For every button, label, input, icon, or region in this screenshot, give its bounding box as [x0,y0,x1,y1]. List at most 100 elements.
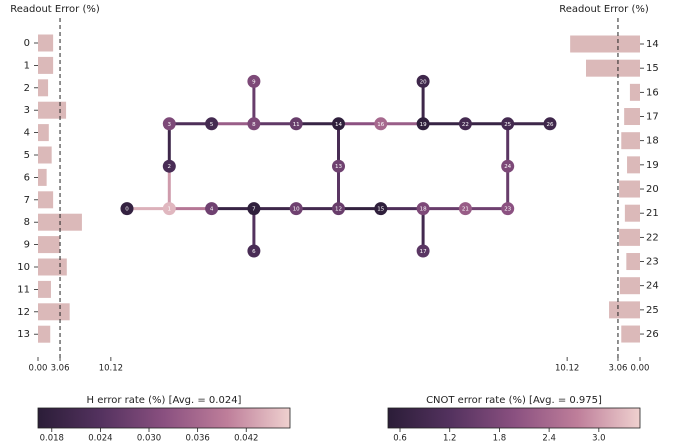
qubit-label: 4 [210,207,214,213]
bar [629,83,640,101]
bar [38,168,47,186]
qubit-label: 9 [252,79,256,85]
bar [38,124,49,142]
qubit-label: 24 [504,164,511,170]
bar [38,146,52,164]
qubit [374,202,388,216]
colorbar-tick-label: 2.4 [542,434,556,444]
qubit-label: 14 [335,122,342,128]
qubit [247,117,261,131]
qubit-label: 25 [504,122,511,128]
qubit-label: 22 [462,122,469,128]
qubit [416,202,430,216]
colorbar-tick-label: 0.036 [185,434,209,444]
qubit [416,244,430,258]
x-tick-label: 10.12 [555,364,579,374]
bar [619,180,640,198]
colorbar-tick-label: 1.2 [443,434,457,444]
category-label: 9 [24,240,30,251]
category-label: 3 [24,105,30,116]
category-label: 0 [24,38,30,49]
qubit-label: 17 [420,249,427,255]
category-label: 13 [17,329,30,340]
qubit-label: 13 [335,164,342,170]
colorbar-tick-label: 0.024 [88,434,112,444]
qubit [120,202,134,216]
colorbar-tick-label: 0.018 [40,434,64,444]
qubit [205,117,219,131]
category-label: 12 [17,307,30,318]
x-tick-label: 3.06 [608,364,627,374]
bar [38,303,70,321]
bar [586,59,640,77]
category-label: 6 [24,172,30,183]
bar [38,325,51,343]
qubit-label: 3 [168,122,172,128]
bar [619,228,640,246]
qubit [416,117,430,131]
category-label: 26 [646,329,659,340]
colorbar-tick-label: 3.0 [592,434,606,444]
qubit [501,159,515,173]
category-label: 16 [646,87,659,98]
category-label: 23 [646,257,659,268]
x-tick-label: 0.00 [631,364,650,374]
qubit-label: 23 [504,207,511,213]
bar [38,56,54,74]
category-label: 18 [646,136,659,147]
bar [621,132,640,150]
qubit-label: 0 [125,207,129,213]
qubit [162,117,176,131]
qubit [374,117,388,131]
qubit-label: 20 [420,79,427,85]
bar [609,301,640,319]
colorbar-tick-label: 0.042 [234,434,258,444]
bar [38,34,54,52]
qubit-label: 15 [377,207,384,213]
qubit-label: 8 [252,122,256,128]
bar [38,280,51,298]
bar [621,325,640,343]
qubit [332,159,345,173]
category-label: 11 [17,284,30,295]
qubit [416,74,430,88]
category-label: 24 [646,281,659,292]
bar [619,277,640,295]
bar [38,258,67,276]
bar [624,204,640,222]
category-label: 19 [646,160,659,171]
colorbar-tick-label: 0.030 [137,434,161,444]
qubit-label: 12 [335,207,342,213]
qubit-label: 10 [293,207,300,213]
qubit [289,202,303,216]
qubit [458,117,472,131]
category-label: 25 [646,305,659,316]
qubit-label: 16 [377,122,384,128]
qubit [458,202,472,216]
bar [624,108,640,126]
bar [626,253,640,271]
qubit [501,202,515,216]
bar-title: Readout Error (%) [559,4,649,15]
category-label: 2 [24,83,30,94]
qubit [289,117,303,131]
qubit-label: 18 [420,207,427,213]
category-label: 17 [646,112,659,123]
qubit [162,202,176,216]
qubit [247,74,261,88]
colorbar [387,407,641,429]
bar [38,79,49,97]
category-label: 5 [24,150,30,161]
bar [570,35,640,53]
qubit-label: 1 [168,207,172,213]
category-label: 7 [24,195,30,206]
qubit [543,117,557,131]
category-label: 22 [646,232,659,243]
x-tick-label: 0.00 [29,364,48,374]
category-label: 20 [646,184,659,195]
category-label: 1 [24,60,30,71]
bar [38,236,60,254]
qubit-label: 5 [210,122,214,128]
category-label: 10 [17,262,30,273]
qubit-label: 21 [462,207,469,213]
